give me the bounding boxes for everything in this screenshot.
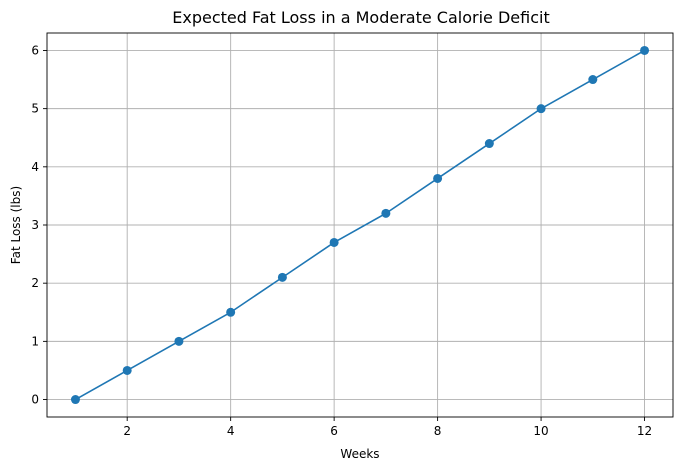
y-tick-label: 2 <box>31 276 39 290</box>
data-point <box>174 336 184 346</box>
x-axis-label: Weeks <box>340 447 379 461</box>
y-tick-label: 0 <box>31 393 39 407</box>
y-tick-label: 1 <box>31 334 39 348</box>
x-tick-label: 2 <box>123 424 131 438</box>
y-tick-label: 5 <box>31 102 39 116</box>
data-point <box>122 365 132 375</box>
y-tick-label: 3 <box>31 218 39 232</box>
chart-title: Expected Fat Loss in a Moderate Calorie … <box>172 8 549 27</box>
x-tick-label: 10 <box>533 424 548 438</box>
data-point <box>70 395 80 405</box>
data-point <box>329 237 339 247</box>
data-point <box>484 139 494 149</box>
data-point <box>226 307 236 317</box>
data-point <box>536 104 546 114</box>
y-tick-label: 6 <box>31 43 39 57</box>
grid <box>47 33 673 417</box>
x-tick-label: 8 <box>434 424 442 438</box>
data-point <box>381 208 391 218</box>
data-point <box>277 272 287 282</box>
y-axis-label: Fat Loss (lbs) <box>9 186 23 264</box>
x-tick-label: 12 <box>637 424 652 438</box>
data-point <box>433 173 443 183</box>
x-tick-label: 4 <box>227 424 235 438</box>
series-line <box>75 49 645 401</box>
y-tick-label: 4 <box>31 160 39 174</box>
data-point <box>640 45 650 55</box>
x-tick-label: 6 <box>330 424 338 438</box>
series-layer <box>70 45 650 405</box>
data-point <box>588 75 598 85</box>
